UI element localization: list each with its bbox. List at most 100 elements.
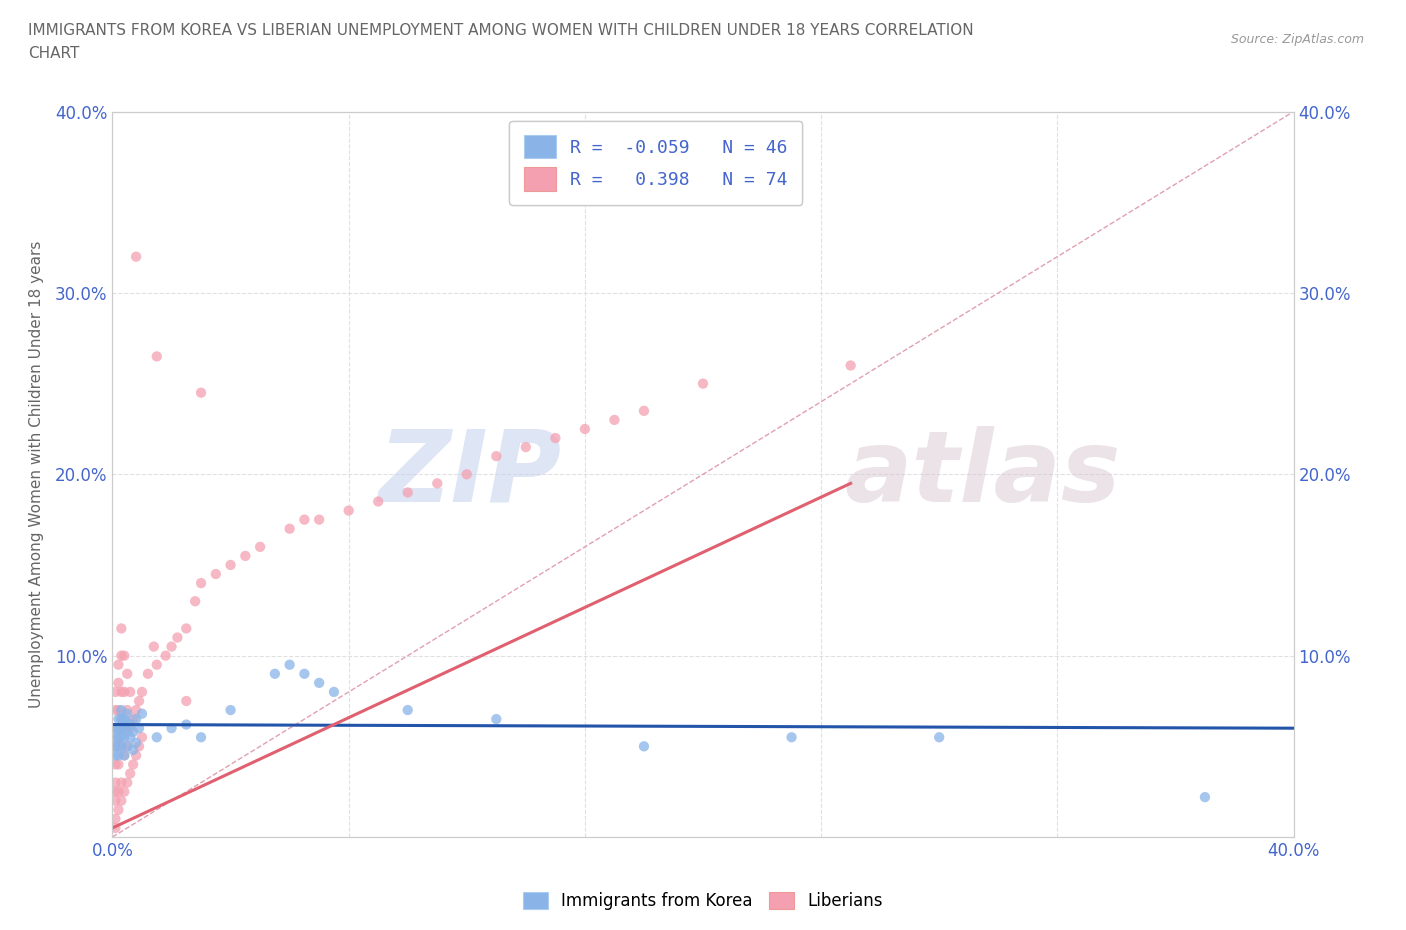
Point [174,694,197,709]
Point [104,738,127,753]
Point [308,512,330,527]
Point [112,748,135,763]
Point [128,694,150,709]
Point [485,711,508,726]
Point [125,249,148,264]
Point [117,724,138,739]
Point [117,738,138,753]
Point [337,503,360,518]
Point [396,485,419,500]
Point [112,648,135,663]
Point [128,738,150,753]
Point [107,730,129,745]
Point [174,717,197,732]
Point [107,730,129,745]
Point [633,738,655,753]
Point [110,711,132,726]
Point [125,703,148,718]
Point [1194,790,1216,804]
Point [160,721,183,736]
Point [323,684,346,699]
Legend: Immigrants from Korea, Liberians: Immigrants from Korea, Liberians [516,885,890,917]
Text: ZIP: ZIP [378,426,561,523]
Point [485,449,508,464]
Point [128,721,150,736]
Point [131,706,153,721]
Point [104,820,127,835]
Point [107,703,129,718]
Point [110,776,132,790]
Point [233,549,256,564]
Point [131,730,153,745]
Point [190,385,212,400]
Point [104,684,127,699]
Point [104,703,127,718]
Legend: R =  -0.059   N = 46, R =   0.398   N = 74: R = -0.059 N = 46, R = 0.398 N = 74 [509,121,803,205]
Point [120,717,142,732]
Point [603,413,626,428]
Point [104,784,127,799]
Point [146,349,169,364]
Point [110,648,132,663]
Point [122,711,145,726]
Point [131,684,153,699]
Point [104,748,127,763]
Point [110,738,132,753]
Point [110,730,132,745]
Point [112,784,135,799]
Point [117,738,138,753]
Text: atlas: atlas [845,426,1121,523]
Point [120,766,142,781]
Point [633,404,655,418]
Point [104,811,127,827]
Point [107,721,129,736]
Point [120,684,142,699]
Point [104,721,127,736]
Point [117,715,138,730]
Point [146,730,169,745]
Point [249,539,271,554]
Point [146,658,169,672]
Point [112,684,135,699]
Point [278,658,301,672]
Point [107,748,129,763]
Point [112,711,135,726]
Point [120,721,142,736]
Point [110,738,132,753]
Point [104,757,127,772]
Point [136,667,159,682]
Point [292,512,315,527]
Point [112,721,135,736]
Point [107,738,129,753]
Y-axis label: Unemployment Among Women with Children Under 18 years: Unemployment Among Women with Children U… [30,241,44,708]
Point [928,730,950,745]
Point [367,494,389,509]
Point [112,721,135,736]
Point [104,793,127,808]
Point [110,793,132,808]
Point [574,421,596,436]
Point [122,757,145,772]
Point [122,742,145,757]
Point [264,667,287,682]
Point [110,703,132,718]
Point [117,776,138,790]
Text: IMMIGRANTS FROM KOREA VS LIBERIAN UNEMPLOYMENT AMONG WOMEN WITH CHILDREN UNDER 1: IMMIGRANTS FROM KOREA VS LIBERIAN UNEMPL… [28,23,974,38]
Point [104,738,127,753]
Point [278,521,301,536]
Point [839,358,862,373]
Point [107,784,129,799]
Point [117,667,138,682]
Point [125,748,148,763]
Point [426,476,449,491]
Point [184,594,207,609]
Point [155,648,177,663]
Point [205,566,228,581]
Point [515,440,537,455]
Point [292,667,315,682]
Point [396,703,419,718]
Point [544,431,567,445]
Point [456,467,478,482]
Point [160,639,183,654]
Point [219,703,242,718]
